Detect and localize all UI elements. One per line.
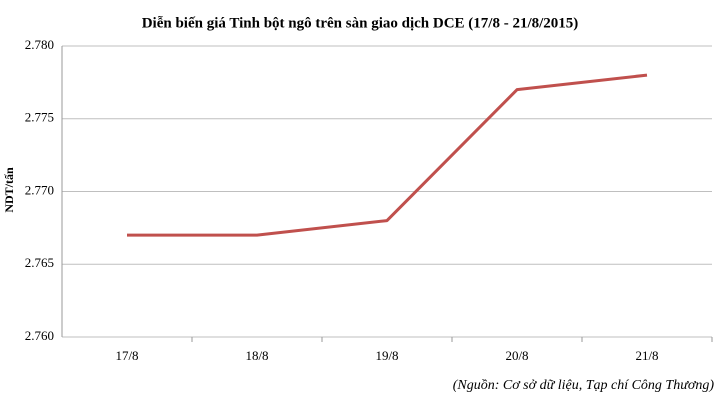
- x-tick-label: 20/8: [505, 348, 528, 363]
- y-tick-label: 2.770: [25, 182, 54, 197]
- y-tick-label: 2.775: [25, 110, 54, 125]
- y-axis-label: NDT/tấn: [2, 167, 16, 213]
- y-tick-label: 2.780: [25, 37, 54, 52]
- x-tick-label: 21/8: [635, 348, 658, 363]
- x-tick-label: 19/8: [375, 348, 398, 363]
- y-tick-label: 2.765: [25, 255, 54, 270]
- chart-title: Diễn biến giá Tinh bột ngô trên sàn giao…: [142, 15, 579, 31]
- data-line: [127, 73, 648, 237]
- source-note: (Nguồn: Cơ sở dữ liệu, Tạp chí Công Thươ…: [453, 378, 715, 393]
- x-tick-label: 18/8: [245, 348, 268, 363]
- y-tick-label: 2.760: [25, 328, 54, 343]
- x-tick-label: 17/8: [115, 348, 138, 363]
